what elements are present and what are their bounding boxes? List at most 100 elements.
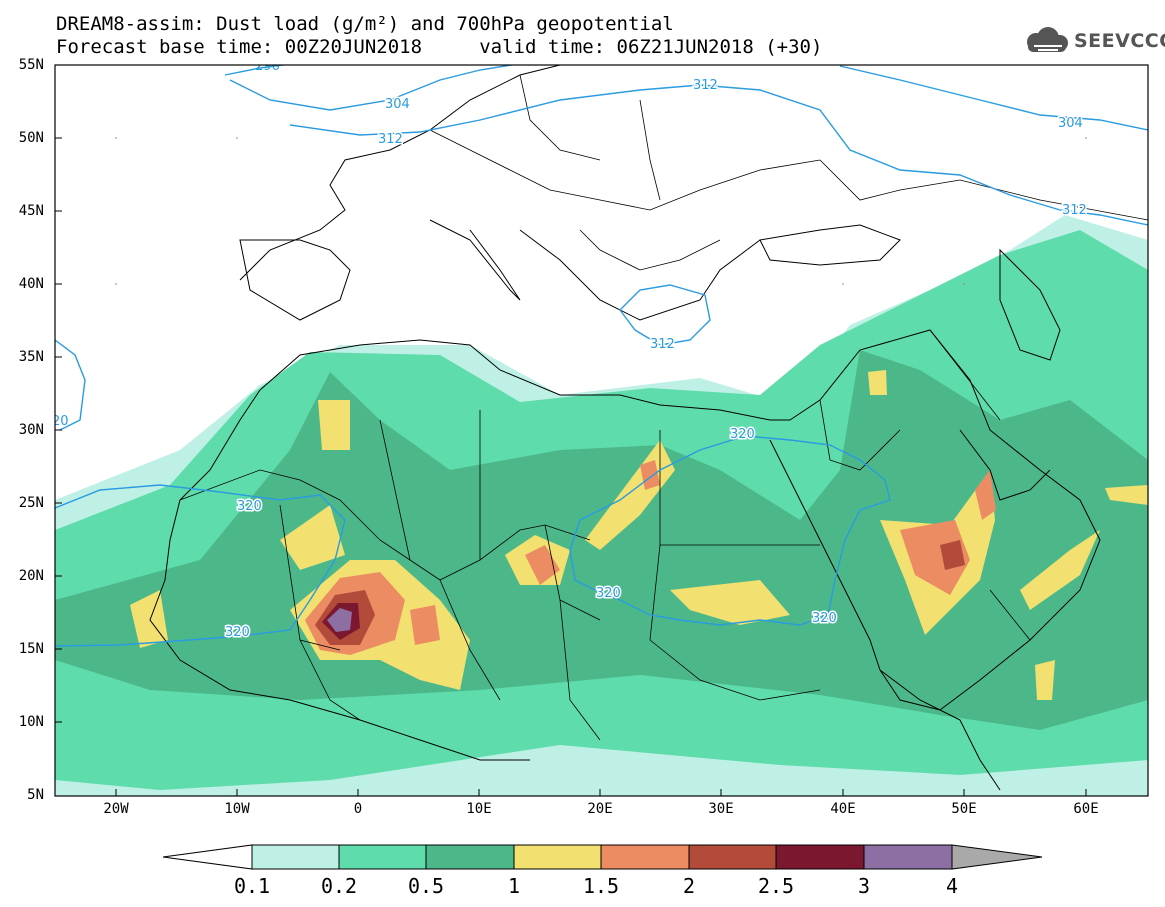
dust-region-1 [280, 505, 345, 570]
border [429, 129, 821, 211]
lat-label: 55N [18, 57, 44, 73]
dust-region-1 [318, 400, 350, 450]
border [989, 589, 1031, 641]
coastline-red-sea [769, 439, 881, 671]
contour-label: 304 [385, 97, 410, 112]
colorbar-label: 3 [857, 874, 871, 898]
map-title: DREAM8-assim: Dust load (g/m²) and 700hP… [56, 13, 674, 35]
contour-296 [224, 65, 288, 76]
border [639, 99, 661, 201]
dust-region-2 [940, 540, 965, 570]
contour-304 [839, 65, 1148, 131]
coastline-europe [239, 65, 561, 281]
colorbar-label: 0.2 [320, 874, 358, 898]
contour-320 [55, 484, 346, 647]
colorbar-label: 1.5 [582, 874, 620, 898]
contour-320 [569, 435, 891, 626]
coastline-arabia [789, 329, 1101, 711]
lon-label: 20W [103, 801, 129, 817]
coastline-italy [429, 219, 521, 301]
contour-label: 296 [255, 59, 280, 74]
border [929, 329, 1001, 421]
colorbar-bin [775, 844, 865, 870]
colorbar-bin [863, 844, 953, 870]
border [819, 159, 1148, 221]
lon-label: 10E [466, 801, 492, 817]
lat-label: 5N [27, 787, 44, 803]
lat-label: 15N [18, 641, 44, 657]
contour-label: 320 [596, 586, 621, 601]
contour-label: 312 [378, 132, 403, 147]
contour-20 [55, 339, 86, 431]
border [299, 639, 361, 721]
dust-region-1.5 [640, 460, 660, 490]
colorbar-bin [338, 844, 427, 870]
contour-label: 320 [812, 611, 837, 626]
border [439, 579, 501, 701]
contour-312 [289, 84, 1148, 226]
border [649, 639, 821, 701]
lon-label: 60E [1073, 801, 1099, 817]
colorbar [162, 844, 1043, 870]
colorbar-label: 0.5 [407, 874, 445, 898]
coastline-balkans [519, 229, 761, 321]
lat-label: 45N [18, 203, 44, 219]
dust-region-1 [1020, 530, 1100, 610]
colorbar-bin [688, 844, 777, 870]
colorbar-bin [251, 844, 340, 870]
contour-312 [619, 284, 711, 346]
contour-label: 20 [52, 414, 69, 429]
colorbar-bin [425, 844, 515, 870]
lat-label: 40N [18, 276, 44, 292]
lon-label: 50E [951, 801, 977, 817]
coastline-iberia [239, 239, 351, 321]
dust-region-1 [868, 370, 887, 395]
border [519, 74, 601, 161]
lon-label: 20E [587, 801, 613, 817]
colorbar-label: 1 [507, 874, 521, 898]
contour-label: 312 [650, 337, 675, 352]
lon-label: 10W [224, 801, 250, 817]
border [379, 419, 411, 561]
dust-region-1.5 [975, 470, 996, 520]
contour-label: 320 [237, 499, 262, 514]
colorbar-over-triangle [951, 844, 1043, 870]
coastline-persian-gulf [959, 429, 1051, 501]
contour-label: 312 [1062, 203, 1087, 218]
lat-label: 25N [18, 495, 44, 511]
contour-label: 312 [693, 78, 718, 93]
border [439, 524, 591, 581]
coastline-west-africa [149, 389, 530, 761]
border [559, 599, 601, 741]
forecast-time: Forecast base time: 00Z20JUN2018 valid t… [56, 36, 823, 58]
border [819, 399, 901, 471]
lat-label: 35N [18, 349, 44, 365]
contour-label: 320 [730, 427, 755, 442]
colorbar-label: 2.5 [757, 874, 795, 898]
dust-region-1 [670, 580, 790, 625]
border [579, 229, 721, 271]
colorbar-bin [600, 844, 690, 870]
lat-label: 30N [18, 422, 44, 438]
contour-label: 304 [1058, 116, 1083, 131]
lat-label: 50N [18, 130, 44, 146]
dust-region-1.5 [900, 520, 970, 595]
dust-region-1 [1105, 485, 1148, 505]
dust-region-3 [327, 608, 352, 632]
dust-region-1 [130, 590, 168, 648]
coastline-horn [879, 669, 1001, 791]
coastline-north-africa [259, 339, 790, 421]
coastline-black-sea [759, 224, 901, 266]
lon-label: 30E [708, 801, 734, 817]
colorbar-under-triangle [162, 844, 253, 870]
lat-label: 10N [18, 714, 44, 730]
lon-label: 40E [830, 801, 856, 817]
colorbar-label: 2 [682, 874, 696, 898]
contour-304 [229, 65, 516, 111]
lon-label: 0 [353, 801, 363, 817]
dust-region-1 [1035, 660, 1055, 700]
colorbar-bin [513, 844, 602, 870]
cloud-logo-icon [1027, 27, 1068, 52]
colorbar-label: 4 [945, 874, 959, 898]
